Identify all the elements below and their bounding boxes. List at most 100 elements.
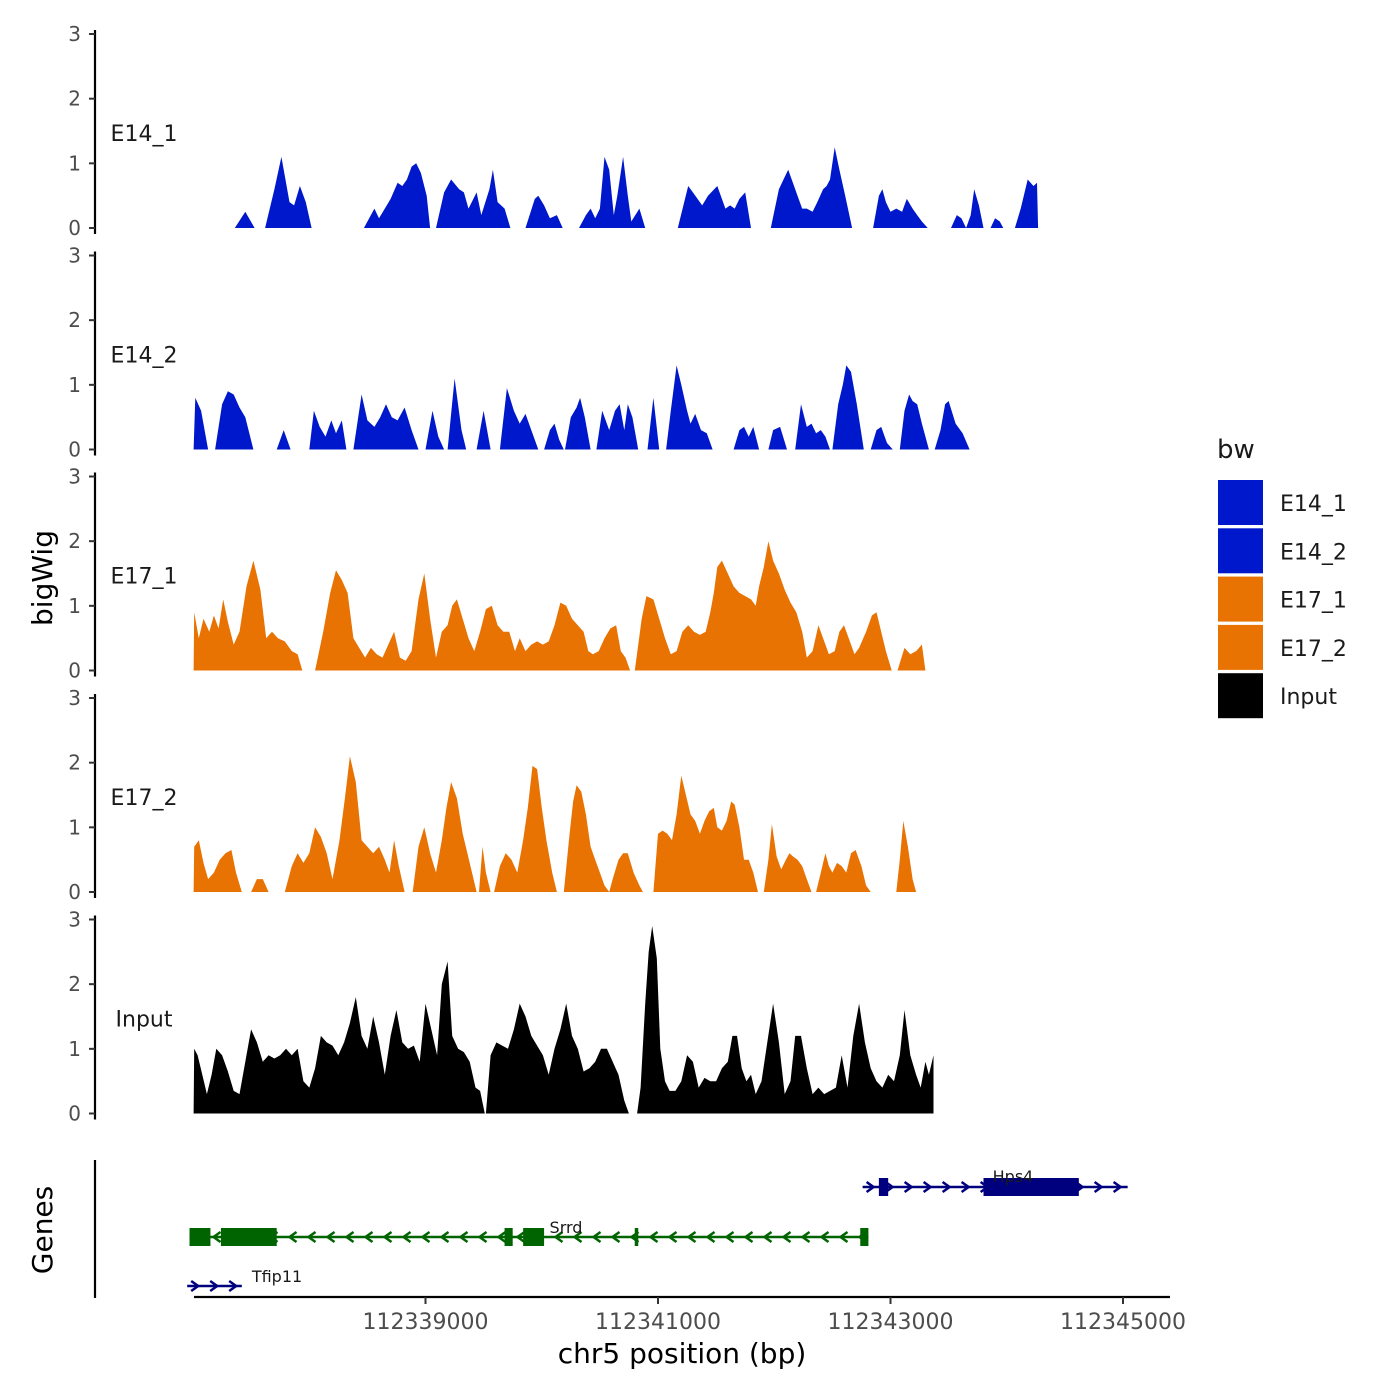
legend-item-e17-1: E17_1 (1218, 576, 1347, 622)
gene-tfip11: Tfip11 (187, 1267, 302, 1293)
track-label: E17_2 (111, 786, 178, 811)
strand-arrow (819, 1230, 830, 1244)
strand-arrow (743, 1230, 754, 1244)
coverage-area-e14-1 (951, 189, 984, 228)
gene-exon (983, 1178, 1079, 1196)
coverage-area-e14-2 (795, 404, 830, 450)
coverage-area-e14-2 (832, 365, 864, 450)
strand-arrow (344, 1230, 355, 1244)
legend-label: E17_1 (1280, 589, 1347, 614)
coverage-area-e17-2 (284, 756, 405, 892)
coverage-area-e14-2 (899, 394, 929, 450)
coverage-area-e14-2 (499, 388, 539, 450)
y-tick-label: 3 (68, 22, 81, 46)
y-tick-label: 1 (68, 1037, 81, 1061)
legend-swatch (1218, 528, 1263, 574)
coverage-area-e17-2 (896, 820, 917, 892)
gene-exon (634, 1228, 639, 1246)
coverage-area-e14-1 (677, 186, 751, 228)
legend-label: E14_1 (1280, 492, 1347, 517)
coverage-area-e14-2 (733, 426, 760, 450)
track-label: Input (116, 1008, 173, 1033)
coverage-tracks: 0 1 2 3 E14_1 0 1 2 3 E14_2 0 1 2 3 E17_1 0 1 2 3 E17_2 0 1 2 3… (68, 22, 1039, 1126)
y-tick-label: 3 (68, 243, 81, 267)
y-tick-label: 0 (68, 880, 81, 904)
track-label: E14_1 (111, 122, 178, 147)
legend-title: bw (1217, 435, 1255, 465)
strand-arrow (941, 1180, 952, 1194)
coverage-area-e14-1 (990, 218, 1004, 228)
coverage-area-e17-2 (479, 846, 491, 892)
y-axis-title: bigWig (26, 530, 59, 626)
y-tick-label: 2 (68, 529, 81, 553)
gene-name-label: Tfip11 (251, 1267, 302, 1286)
legend-swatch (1218, 624, 1263, 670)
legend-label: E14_2 (1280, 540, 1347, 565)
legend-swatch (1218, 673, 1263, 719)
y-tick-label: 1 (68, 373, 81, 397)
coverage-area-e17-2 (609, 853, 643, 892)
y-tick-label: 2 (68, 308, 81, 332)
strand-arrow (903, 1180, 914, 1194)
y-tick-label: 2 (68, 751, 81, 775)
track-e14-1: 0 1 2 3 E14_1 (68, 22, 1039, 240)
strand-arrow (287, 1230, 298, 1244)
legend-item-e14-1: E14_1 (1218, 480, 1347, 525)
x-tick-label: 112341000 (595, 1310, 721, 1335)
x-tick-label: 112343000 (828, 1310, 954, 1335)
coverage-area-e17-2 (251, 879, 269, 892)
legend-label: Input (1280, 685, 1337, 710)
strand-arrow (648, 1230, 659, 1244)
strand-arrow (800, 1230, 811, 1244)
strand-arrow (591, 1230, 602, 1244)
coverage-area-e14-2 (353, 394, 419, 450)
coverage-area-e14-2 (476, 410, 491, 450)
genes-track-title: Genes (26, 1186, 59, 1274)
x-axis: 112339000 112341000 112343000 112345000 (194, 1295, 1186, 1335)
coverage-area-e14-2 (447, 378, 467, 450)
y-tick-label: 2 (68, 972, 81, 996)
strand-arrow (724, 1230, 735, 1244)
strand-arrow (209, 1279, 220, 1293)
coverage-area-e14-1 (234, 211, 255, 228)
track-label: E17_1 (111, 565, 178, 590)
coverage-area-e14-1 (363, 163, 511, 228)
strand-arrow (420, 1230, 431, 1244)
coverage-area-input (637, 926, 934, 1114)
strand-arrow (477, 1230, 488, 1244)
strand-arrow (306, 1230, 317, 1244)
y-tick-label: 0 (68, 216, 81, 240)
coverage-area-e17-1 (193, 560, 303, 671)
strand-arrow (363, 1230, 374, 1244)
gene-exon (220, 1228, 277, 1246)
gene-name-label: Srrd (550, 1218, 583, 1237)
y-tick-label: 1 (68, 151, 81, 175)
strand-arrow (382, 1230, 393, 1244)
legend-swatch (1218, 576, 1263, 622)
strand-arrow (515, 1230, 526, 1244)
strand-arrow (781, 1230, 792, 1244)
coverage-area-input (193, 961, 485, 1114)
coverage-area-e14-1 (525, 195, 563, 228)
strand-arrow (960, 1180, 971, 1194)
coverage-area-e17-2 (412, 782, 477, 892)
x-tick-label: 112345000 (1060, 1310, 1186, 1335)
coverage-area-e14-2 (193, 397, 209, 450)
coverage-area-e14-2 (425, 410, 445, 450)
coverage-area-e14-1 (873, 189, 928, 228)
strand-arrow (572, 1230, 583, 1244)
gene-exon (878, 1178, 889, 1196)
strand-arrow (325, 1230, 336, 1244)
coverage-area-e14-2 (666, 365, 713, 450)
strand-arrow (553, 1230, 564, 1244)
coverage-area-e14-1 (1014, 179, 1039, 228)
gene-exon (860, 1228, 869, 1246)
strand-arrow (922, 1180, 933, 1194)
strand-arrow (401, 1230, 412, 1244)
coverage-area-e14-2 (647, 397, 660, 450)
coverage-area-e14-2 (544, 423, 564, 450)
legend: bw E14_1 E14_2 E17_1 E17_2 Input (1217, 435, 1347, 719)
y-tick-label: 3 (68, 907, 81, 931)
coverage-area-e17-2 (494, 765, 557, 892)
